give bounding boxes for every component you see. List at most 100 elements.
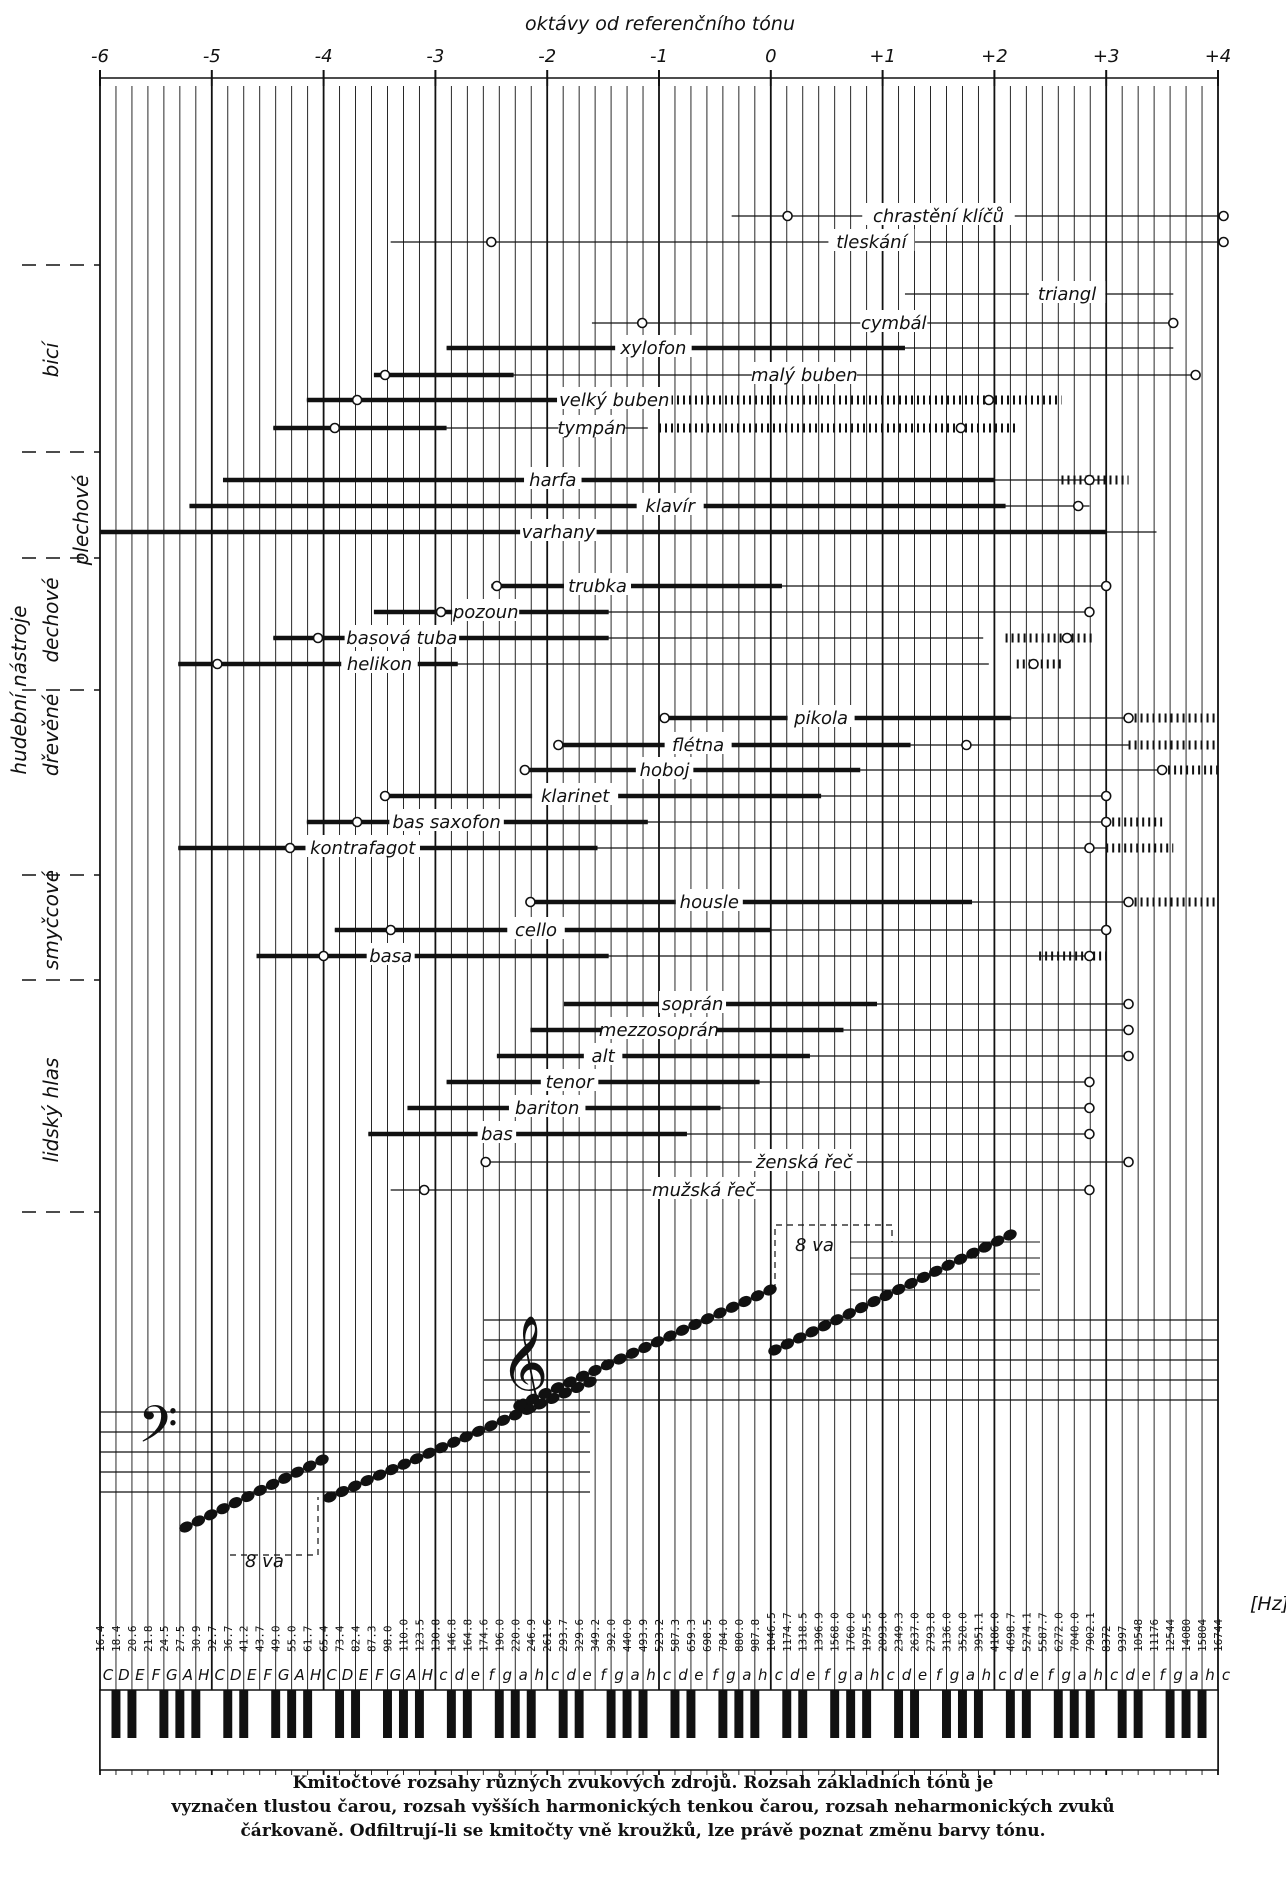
- octave-label: -5: [203, 46, 221, 67]
- black-key: [846, 1690, 856, 1738]
- frequency-label: 493.9: [637, 1619, 650, 1652]
- black-key: [398, 1690, 408, 1738]
- note-head: [409, 1453, 424, 1465]
- music-staff: 𝄢𝄞: [100, 1224, 1218, 1556]
- black-key: [782, 1690, 792, 1738]
- row-label-background: [557, 387, 672, 409]
- row-label-background: [828, 229, 915, 251]
- note-name: E: [247, 1666, 257, 1684]
- note-head: [817, 1320, 832, 1332]
- black-key: [383, 1690, 392, 1738]
- bass-clef-icon: 𝄢: [138, 1394, 178, 1467]
- note-name: A: [405, 1666, 416, 1684]
- note-name: A: [182, 1666, 193, 1684]
- frequency-label: 587.3: [669, 1619, 682, 1652]
- row-labels: chrastění klíčů tleskání triangl cymbál xylo…: [305, 203, 1106, 1201]
- row-label: soprán: [662, 994, 724, 1015]
- row-label: ženská řeč: [755, 1152, 854, 1173]
- black-key: [191, 1690, 201, 1738]
- row-label-background: [635, 757, 694, 779]
- note-name: h: [870, 1666, 880, 1684]
- row-label: velký buben: [559, 390, 669, 411]
- row-label-background: [860, 310, 928, 332]
- note-name: d: [678, 1666, 688, 1684]
- row-label: tenor: [546, 1072, 596, 1093]
- frequency-label: 1568.0: [829, 1612, 842, 1652]
- row-label-background: [664, 732, 732, 754]
- cutoff-circle: [351, 394, 363, 406]
- note-head: [434, 1442, 449, 1454]
- note-head: [278, 1472, 292, 1484]
- row-label-background: [524, 467, 582, 489]
- note-name: e: [1142, 1666, 1151, 1684]
- frequency-label: 9397: [1116, 1626, 1129, 1653]
- note-head: [509, 1409, 523, 1421]
- note-head: [484, 1420, 498, 1432]
- note-head: [638, 1341, 652, 1354]
- note-name: e: [1030, 1666, 1039, 1684]
- row-label: mezzosoprán: [599, 1020, 719, 1041]
- cutoff-circle: [212, 658, 223, 670]
- black-key: [1117, 1690, 1127, 1738]
- row-label: helikon: [347, 654, 412, 675]
- row-label: hoboj: [640, 760, 690, 781]
- row-label-background: [751, 362, 857, 384]
- note-name: h: [758, 1666, 768, 1684]
- frequency-label: 349.2: [589, 1619, 602, 1652]
- note-head: [613, 1353, 627, 1365]
- note-name: e: [583, 1666, 592, 1684]
- note-head: [941, 1259, 955, 1271]
- row-label-background: [477, 1121, 517, 1143]
- black-key: [558, 1690, 568, 1738]
- row-label: basová tuba: [346, 628, 457, 649]
- black-key: [638, 1690, 648, 1738]
- frequency-label: 43.7: [254, 1626, 267, 1653]
- note-head: [713, 1307, 727, 1319]
- note-head: [929, 1265, 943, 1277]
- note-name: c: [775, 1666, 784, 1684]
- frequency-label: 174.6: [477, 1619, 490, 1652]
- row-label-background: [862, 203, 1015, 225]
- black-key: [271, 1690, 281, 1738]
- black-key: [622, 1690, 632, 1738]
- note-name: g: [1062, 1666, 1072, 1684]
- black-key: [830, 1690, 840, 1738]
- note-head: [323, 1491, 337, 1503]
- note-name: f: [712, 1666, 720, 1684]
- note-head: [315, 1454, 329, 1466]
- note-head: [588, 1364, 602, 1377]
- frequency-label: 55.0: [286, 1626, 299, 1653]
- octave-label: -6: [91, 46, 109, 67]
- row-label-background: [636, 493, 704, 515]
- black-key: [862, 1690, 872, 1738]
- row-label: pikola: [793, 708, 848, 729]
- row-label: malý buben: [751, 365, 858, 386]
- note-name: c: [663, 1666, 672, 1684]
- note-head: [978, 1241, 992, 1253]
- frequency-label: 698.5: [701, 1619, 714, 1652]
- black-key: [1197, 1690, 1207, 1738]
- frequency-label: 1318.5: [797, 1612, 810, 1652]
- cutoff-circle: [1123, 712, 1134, 724]
- note-head: [966, 1247, 980, 1259]
- note-name: c: [886, 1666, 895, 1684]
- frequency-label: 440.0: [621, 1619, 634, 1652]
- black-key: [127, 1690, 137, 1738]
- row-label-background: [675, 889, 743, 911]
- cutoff-circle: [491, 580, 503, 592]
- note-head: [179, 1521, 193, 1533]
- note-head: [990, 1235, 1005, 1247]
- note-name: h: [534, 1666, 544, 1684]
- note-name: a: [519, 1666, 528, 1684]
- note-name: G: [166, 1666, 178, 1684]
- black-key: [973, 1690, 983, 1738]
- frequency-label: 1975.5: [861, 1612, 874, 1652]
- cutoff-circle: [961, 739, 972, 751]
- frequency-label: 15804: [1196, 1619, 1209, 1652]
- cutoff-circle: [435, 606, 447, 618]
- note-name: d: [566, 1666, 576, 1684]
- frequency-label: 1174.7: [781, 1612, 794, 1652]
- note-head: [447, 1436, 461, 1448]
- group-labels: hudební nástroje bicí dechové plechové d…: [7, 340, 93, 1162]
